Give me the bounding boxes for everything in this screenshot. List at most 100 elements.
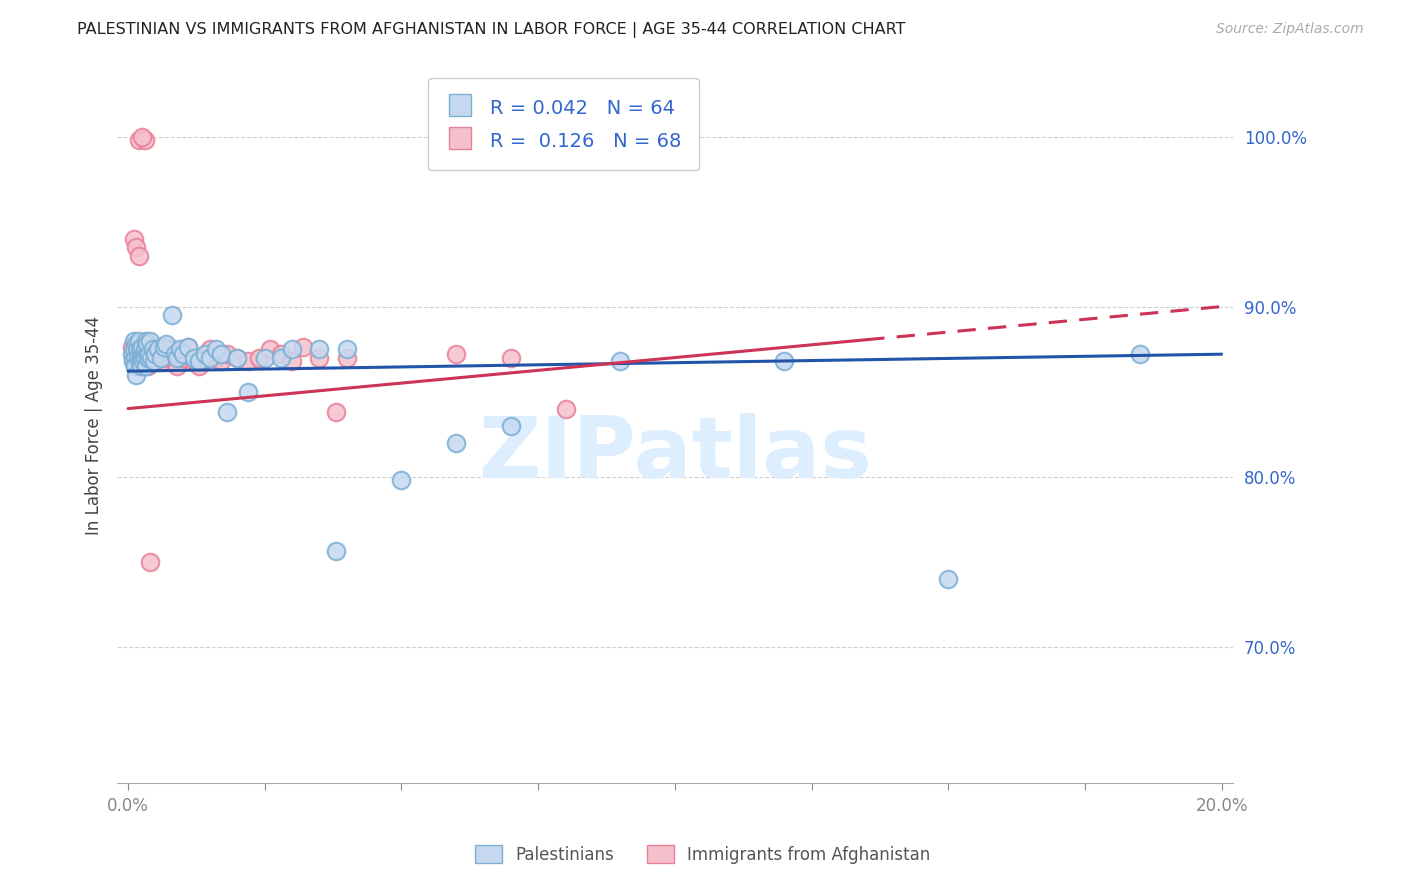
- Point: [122, 342, 145, 356]
- Point: [125, 342, 148, 356]
- Point: [125, 342, 148, 356]
- Point: [121, 340, 143, 354]
- Point: [308, 342, 330, 356]
- Point: [936, 572, 959, 586]
- Point: [139, 351, 162, 365]
- Point: [127, 359, 149, 373]
- Point: [145, 351, 167, 365]
- Point: [134, 133, 156, 147]
- Point: [139, 351, 162, 365]
- Point: [226, 351, 249, 365]
- Point: [142, 342, 165, 356]
- Point: [131, 347, 153, 361]
- Point: [194, 351, 217, 365]
- Point: [134, 340, 156, 354]
- Point: [129, 354, 152, 368]
- Point: [125, 351, 148, 365]
- Point: [148, 340, 170, 354]
- Point: [143, 342, 166, 356]
- Point: [773, 354, 796, 368]
- Point: [238, 354, 260, 368]
- Point: [270, 351, 292, 365]
- Point: [122, 347, 145, 361]
- Point: [128, 354, 150, 368]
- Text: ZIPatlas: ZIPatlas: [478, 413, 872, 496]
- Point: [131, 337, 153, 351]
- Point: [183, 354, 205, 368]
- Point: [253, 351, 276, 365]
- Point: [139, 334, 162, 348]
- Point: [122, 231, 145, 245]
- Point: [124, 351, 146, 365]
- Point: [209, 347, 232, 361]
- Point: [127, 351, 149, 365]
- Point: [136, 337, 159, 351]
- Point: [169, 347, 191, 361]
- Point: [131, 340, 153, 354]
- Point: [336, 342, 359, 356]
- Point: [177, 340, 200, 354]
- Point: [292, 340, 315, 354]
- Point: [152, 340, 174, 354]
- Point: [499, 351, 522, 365]
- Point: [247, 351, 270, 365]
- Y-axis label: In Labor Force | Age 35-44: In Labor Force | Age 35-44: [86, 316, 103, 535]
- Point: [129, 342, 152, 356]
- Point: [166, 351, 188, 365]
- Point: [124, 359, 146, 373]
- Point: [134, 351, 156, 365]
- Point: [129, 351, 152, 365]
- Point: [136, 351, 159, 365]
- Point: [128, 347, 150, 361]
- Point: [129, 359, 152, 373]
- Point: [155, 337, 177, 351]
- Point: [135, 334, 157, 348]
- Point: [129, 342, 152, 356]
- Point: [124, 342, 146, 356]
- Point: [121, 347, 143, 361]
- Point: [136, 359, 159, 373]
- Point: [132, 347, 155, 361]
- Point: [270, 347, 292, 361]
- Point: [160, 342, 183, 356]
- Point: [204, 351, 226, 365]
- Point: [131, 129, 153, 144]
- Point: [149, 347, 172, 361]
- Point: [139, 555, 162, 569]
- Point: [128, 334, 150, 348]
- Point: [160, 308, 183, 322]
- Legend: Palestinians, Immigrants from Afghanistan: Palestinians, Immigrants from Afghanista…: [468, 838, 938, 871]
- Point: [209, 354, 232, 368]
- Point: [138, 347, 160, 361]
- Point: [198, 351, 221, 365]
- Point: [148, 342, 170, 356]
- Point: [131, 359, 153, 373]
- Point: [134, 342, 156, 356]
- Point: [142, 354, 165, 368]
- Point: [499, 418, 522, 433]
- Point: [125, 337, 148, 351]
- Point: [444, 347, 467, 361]
- Point: [166, 359, 188, 373]
- Point: [188, 359, 211, 373]
- Point: [204, 342, 226, 356]
- Point: [132, 351, 155, 365]
- Point: [226, 351, 249, 365]
- Point: [281, 354, 304, 368]
- Point: [172, 347, 194, 361]
- Point: [215, 405, 238, 419]
- Point: [1129, 347, 1152, 361]
- Point: [188, 354, 211, 368]
- Point: [325, 405, 347, 419]
- Point: [135, 359, 157, 373]
- Point: [128, 337, 150, 351]
- Point: [609, 354, 631, 368]
- Point: [136, 351, 159, 365]
- Point: [325, 544, 347, 558]
- Point: [125, 351, 148, 365]
- Point: [124, 359, 146, 373]
- Point: [336, 351, 359, 365]
- Point: [143, 354, 166, 368]
- Point: [308, 351, 330, 365]
- Point: [139, 340, 162, 354]
